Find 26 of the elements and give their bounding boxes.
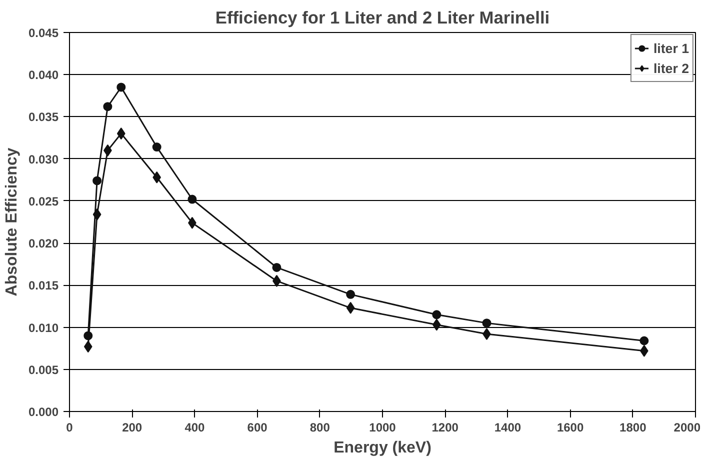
y-tick-label: 0.020 bbox=[28, 236, 59, 251]
legend-label: liter 1 bbox=[653, 40, 689, 56]
chart-title: Efficiency for 1 Liter and 2 Liter Marinelli bbox=[215, 8, 550, 28]
x-tick-label: 0 bbox=[66, 420, 74, 434]
y-tick-label: 0.000 bbox=[28, 405, 59, 419]
y-tick-label: 0.010 bbox=[28, 320, 59, 335]
y-tick-label: 0.005 bbox=[28, 362, 59, 377]
x-tick-label: 1400 bbox=[494, 420, 522, 434]
x-axis-title: Energy (keV) bbox=[334, 440, 432, 456]
x-tick-label: 1600 bbox=[556, 420, 584, 434]
x-tick-label: 1800 bbox=[620, 420, 647, 434]
y-tick-label: 0.035 bbox=[28, 110, 59, 124]
legend-label: liter 2 bbox=[653, 60, 689, 76]
x-tick-label: 600 bbox=[247, 420, 268, 434]
y-tick-label: 0.030 bbox=[28, 152, 59, 166]
y-axis-title: Absolute Efficiency bbox=[3, 148, 20, 296]
y-tick-label: 0.015 bbox=[28, 278, 59, 293]
x-tick-label: 400 bbox=[184, 420, 206, 434]
x-tick-label: 200 bbox=[122, 420, 142, 434]
x-tick-label: 2000 bbox=[674, 420, 701, 434]
y-tick-label: 0.045 bbox=[28, 26, 59, 40]
x-tick-label: 800 bbox=[310, 420, 330, 434]
x-tick-label: 1000 bbox=[369, 420, 396, 434]
y-tick-label: 0.025 bbox=[28, 194, 59, 208]
y-tick-label: 0.040 bbox=[28, 68, 59, 82]
x-tick-label: 1200 bbox=[432, 420, 459, 434]
